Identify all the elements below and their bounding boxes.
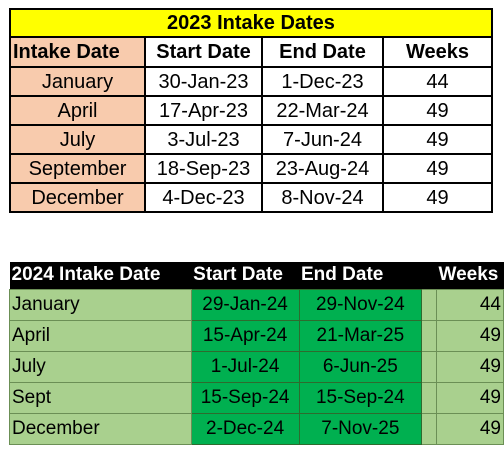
start-date: 2-Dec-24	[190, 412, 300, 445]
weeks: 49	[436, 412, 504, 445]
header-intake-date: 2024 Intake Date	[9, 262, 192, 289]
table-row: July 3-Jul-23 7-Jun-24 49	[9, 124, 493, 155]
start-date: 15-Apr-24	[190, 319, 300, 352]
intake-month: July	[9, 350, 192, 383]
intake-2024-table: 2024 Intake Date Start Date End Date Wee…	[9, 262, 504, 445]
end-date: 7-Jun-24	[261, 124, 384, 155]
end-date: 15-Sep-24	[298, 381, 423, 414]
header-start-date: Start Date	[191, 262, 299, 289]
weeks: 49	[382, 182, 493, 213]
weeks: 44	[436, 288, 504, 321]
end-date: 8-Nov-24	[261, 182, 384, 213]
start-date: 15-Sep-24	[190, 381, 300, 414]
table-row: January 30-Jan-23 1-Dec-23 44	[9, 66, 493, 97]
table-row: December 2-Dec-24 7-Nov-25 49	[9, 412, 504, 445]
spacer-cell	[421, 412, 438, 445]
end-date: 7-Nov-25	[298, 412, 423, 445]
header-row: 2024 Intake Date Start Date End Date Wee…	[9, 262, 504, 289]
spacer-cell	[421, 350, 438, 383]
weeks: 49	[382, 95, 493, 126]
end-date: 22-Mar-24	[261, 95, 384, 126]
end-date: 6-Jun-25	[298, 350, 423, 383]
start-date: 18-Sep-23	[144, 153, 263, 184]
intake-2023-table: 2023 Intake Dates Intake Date Start Date…	[9, 8, 493, 213]
table-row: January 29-Jan-24 29-Nov-24 44	[9, 288, 504, 321]
spacer-cell	[421, 288, 438, 321]
weeks: 44	[382, 66, 493, 97]
header-intake-date: Intake Date	[9, 36, 146, 68]
weeks: 49	[382, 124, 493, 155]
start-date: 29-Jan-24	[190, 288, 300, 321]
table-row: July 1-Jul-24 6-Jun-25 49	[9, 350, 504, 383]
start-date: 1-Jul-24	[190, 350, 300, 383]
table-row: September 18-Sep-23 23-Aug-24 49	[9, 153, 493, 184]
table-row: April 15-Apr-24 21-Mar-25 49	[9, 319, 504, 352]
header-end-date: End Date	[299, 262, 422, 289]
spacer-cell	[421, 381, 438, 414]
start-date: 17-Apr-23	[144, 95, 263, 126]
intake-month: July	[9, 124, 146, 155]
spacer-cell	[421, 319, 438, 352]
weeks: 49	[436, 350, 504, 383]
table-title-row: 2023 Intake Dates	[9, 8, 493, 38]
intake-month: April	[9, 95, 146, 126]
header-row: Intake Date Start Date End Date Weeks	[9, 36, 493, 68]
header-weeks: Weeks	[436, 262, 504, 289]
start-date: 30-Jan-23	[144, 66, 263, 97]
weeks: 49	[436, 319, 504, 352]
intake-month: September	[9, 153, 146, 184]
weeks: 49	[436, 381, 504, 414]
header-end-date: End Date	[261, 36, 384, 68]
end-date: 29-Nov-24	[298, 288, 423, 321]
table-row: December 4-Dec-23 8-Nov-24 49	[9, 182, 493, 213]
intake-month: December	[9, 412, 192, 445]
intake-month: April	[9, 319, 192, 352]
end-date: 23-Aug-24	[261, 153, 384, 184]
end-date: 1-Dec-23	[261, 66, 384, 97]
start-date: 4-Dec-23	[144, 182, 263, 213]
start-date: 3-Jul-23	[144, 124, 263, 155]
header-start-date: Start Date	[144, 36, 263, 68]
table-row: Sept 15-Sep-24 15-Sep-24 49	[9, 381, 504, 414]
weeks: 49	[382, 153, 493, 184]
intake-month: January	[9, 66, 146, 97]
header-weeks: Weeks	[382, 36, 493, 68]
intake-month: January	[9, 288, 192, 321]
intake-month: December	[9, 182, 146, 213]
header-spacer	[421, 262, 437, 289]
table-row: April 17-Apr-23 22-Mar-24 49	[9, 95, 493, 126]
end-date: 21-Mar-25	[298, 319, 423, 352]
intake-month: Sept	[9, 381, 192, 414]
table-title: 2023 Intake Dates	[9, 8, 493, 38]
